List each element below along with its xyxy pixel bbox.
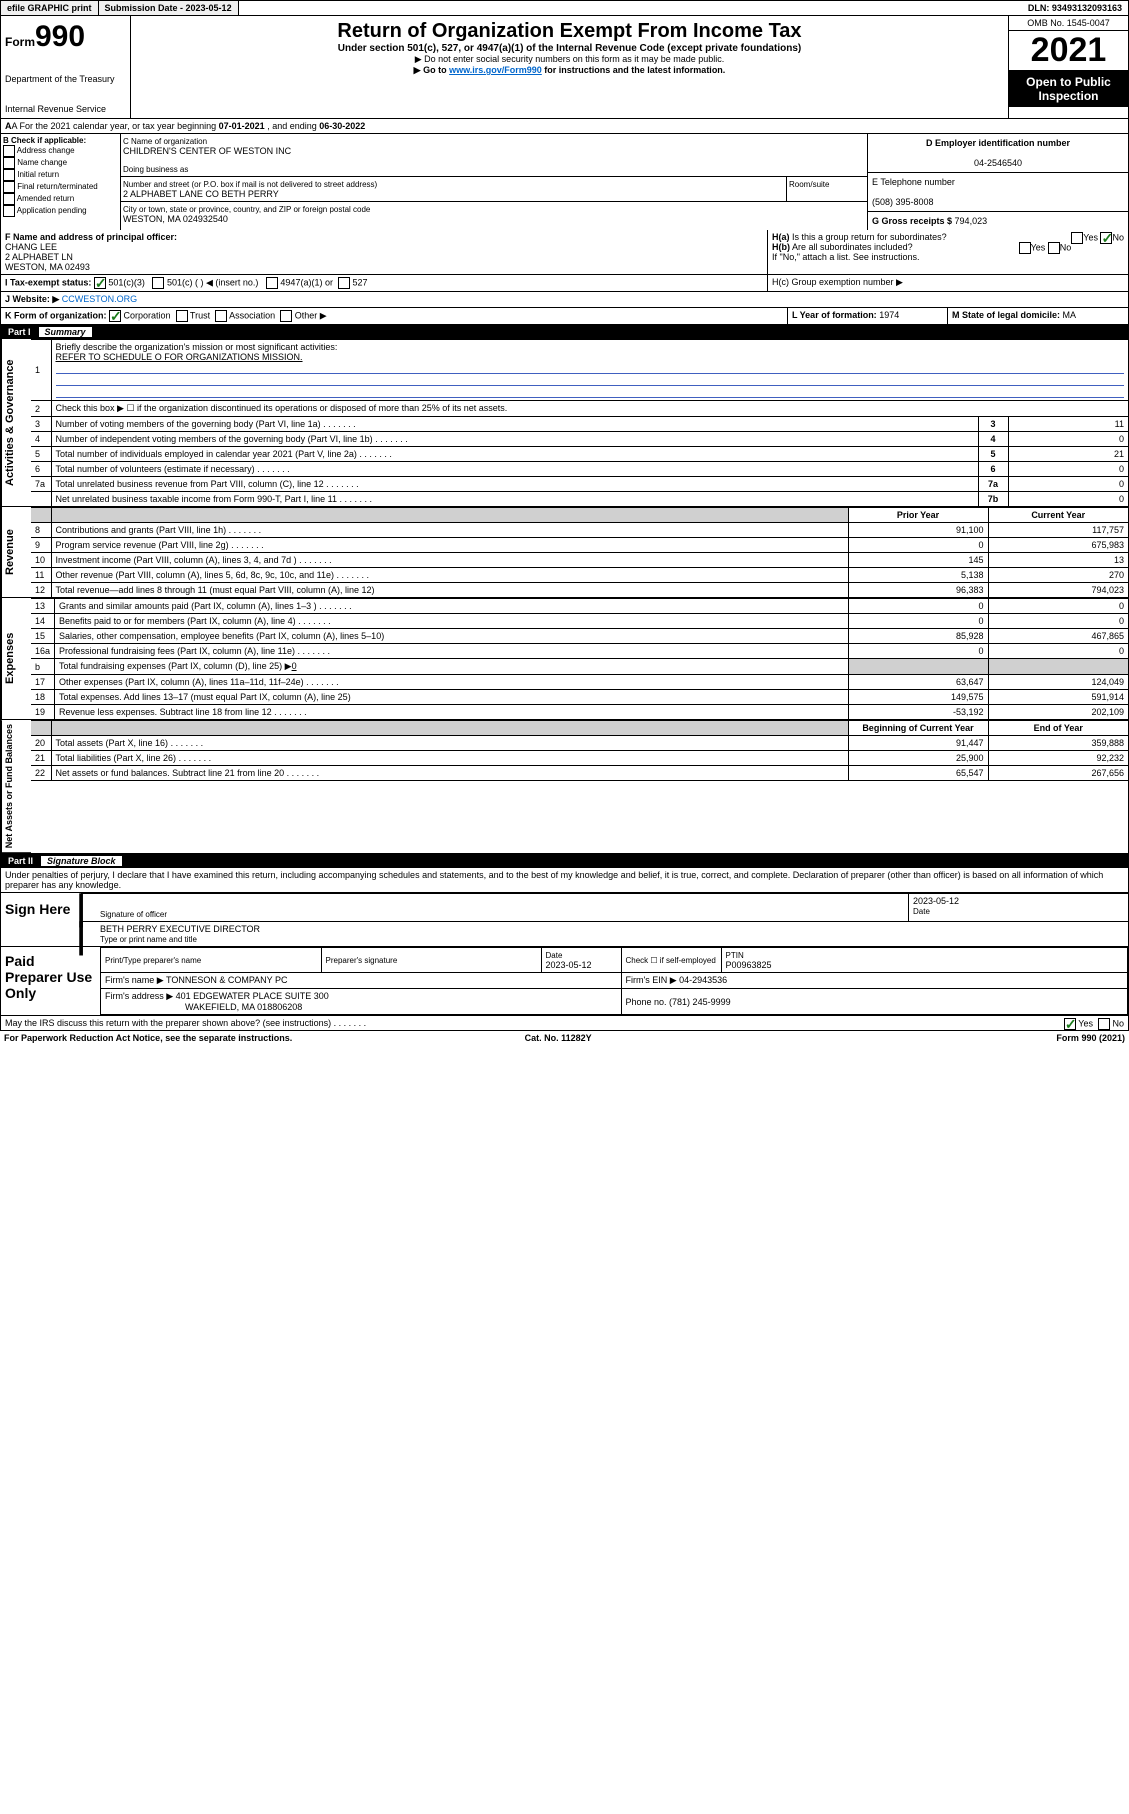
irs-discuss-row: May the IRS discuss this return with the… (0, 1016, 1129, 1031)
org-name: CHILDREN'S CENTER OF WESTON INC (123, 146, 291, 156)
instruction-2: ▶ Go to www.irs.gov/Form990 for instruct… (135, 65, 1004, 76)
part2-header: Part IISignature Block (0, 854, 1129, 868)
summary-expenses: Expenses 13Grants and similar amounts pa… (0, 598, 1129, 720)
sign-here-label: Sign Here (1, 893, 81, 946)
summary-revenue: Revenue Prior YearCurrent Year 8Contribu… (0, 507, 1129, 598)
firm-name: TONNESON & COMPANY PC (166, 975, 288, 985)
dept-label: Department of the Treasury (5, 74, 126, 84)
form-title: Return of Organization Exempt From Incom… (135, 20, 1004, 43)
row-j: J Website: ▶ CCWESTON.ORG (0, 292, 1129, 308)
tab-revenue: Revenue (1, 507, 31, 598)
omb-number: OMB No. 1545-0047 (1009, 16, 1128, 31)
box-e: E Telephone number (508) 395-8008 (868, 173, 1128, 212)
efile-button[interactable]: efile GRAPHIC print (1, 1, 99, 15)
inspection-badge: Open to Public Inspection (1009, 71, 1128, 107)
tab-activities-governance: Activities & Governance (1, 339, 31, 507)
irs-label: Internal Revenue Service (5, 104, 126, 114)
discuss-yes-checkbox[interactable] (1064, 1018, 1076, 1030)
part1-header: Part ISummary (0, 325, 1129, 339)
paid-preparer-label: Paid Preparer Use Only (1, 947, 101, 1015)
dln: DLN: 93493132093163 (1022, 1, 1128, 15)
mission-text: REFER TO SCHEDULE O FOR ORGANIZATIONS MI… (56, 352, 303, 362)
box-h: H(a) Is this a group return for subordin… (768, 230, 1128, 274)
box-f: F Name and address of principal officer:… (1, 230, 768, 274)
box-g: G Gross receipts $ 794,023 (868, 212, 1128, 230)
page-footer: For Paperwork Reduction Act Notice, see … (0, 1031, 1129, 1045)
summary-ag: Activities & Governance 1 Briefly descri… (0, 339, 1129, 507)
city-state-zip: WESTON, MA 024932540 (123, 214, 228, 224)
tab-net-assets: Net Assets or Fund Balances (1, 720, 31, 853)
box-c: C Name of organization CHILDREN'S CENTER… (121, 134, 868, 230)
form-header: Form990 Department of the Treasury Inter… (0, 16, 1129, 119)
officer-name: BETH PERRY EXECUTIVE DIRECTOR (100, 924, 260, 934)
top-bar: efile GRAPHIC print Submission Date - 20… (0, 0, 1129, 16)
paid-preparer-block: Paid Preparer Use Only Print/Type prepar… (0, 947, 1129, 1016)
row-fh: F Name and address of principal officer:… (0, 230, 1129, 275)
form-number: Form990 (5, 20, 126, 54)
address-block: B Check if applicable: Address change Na… (0, 134, 1129, 230)
signature-block: Sign Here ▏ Signature of officer 2023-05… (0, 893, 1129, 947)
submission-date: Submission Date - 2023-05-12 (99, 1, 239, 15)
tab-expenses: Expenses (1, 598, 31, 720)
summary-net-assets: Net Assets or Fund Balances Beginning of… (0, 720, 1129, 854)
row-i: I Tax-exempt status: 501(c)(3) 501(c) ( … (0, 275, 1129, 292)
instruction-1: ▶ Do not enter social security numbers o… (135, 54, 1004, 65)
website-link[interactable]: CCWESTON.ORG (62, 294, 137, 304)
irs-link[interactable]: www.irs.gov/Form990 (449, 65, 542, 75)
form-subtitle: Under section 501(c), 527, or 4947(a)(1)… (135, 43, 1004, 54)
tax-year: 2021 (1009, 31, 1128, 71)
box-d: D Employer identification number 04-2546… (868, 134, 1128, 173)
discuss-no-checkbox[interactable] (1098, 1018, 1110, 1030)
box-b: B Check if applicable: Address change Na… (1, 134, 121, 230)
row-klm: K Form of organization: Corporation Trus… (0, 308, 1129, 325)
declaration: Under penalties of perjury, I declare th… (0, 868, 1129, 893)
street-address: 2 ALPHABET LANE CO BETH PERRY (123, 189, 279, 199)
line-a: AA For the 2021 calendar year, or tax ye… (0, 119, 1129, 134)
